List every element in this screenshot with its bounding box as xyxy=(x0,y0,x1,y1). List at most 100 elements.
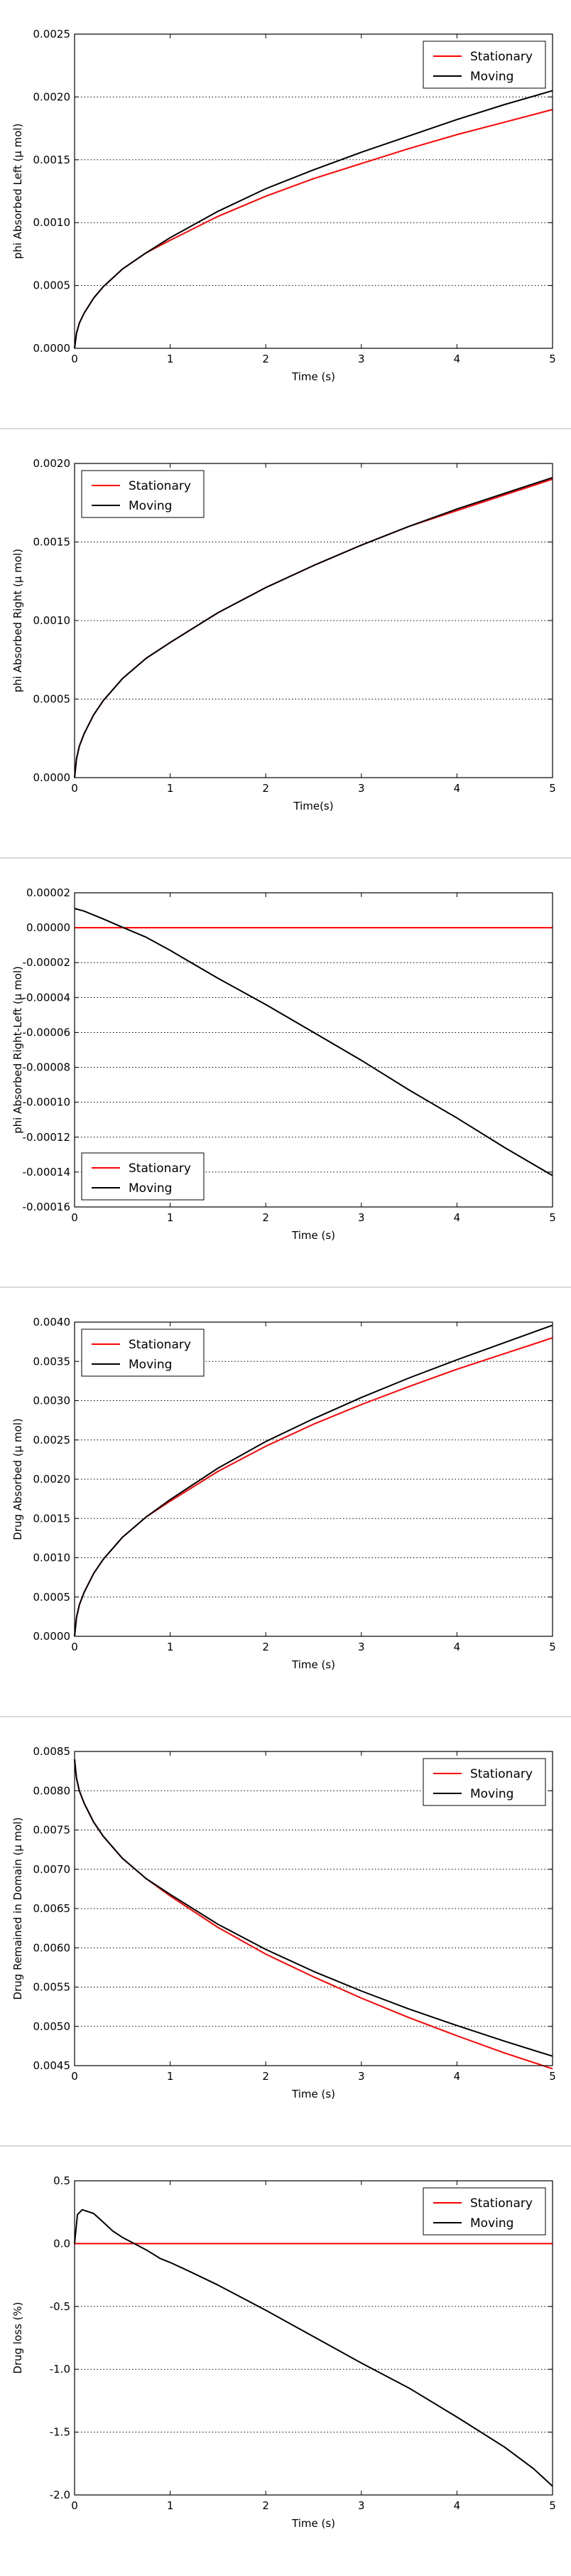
y-tick-label: -0.00006 xyxy=(23,1026,70,1039)
series-line-moving xyxy=(74,1759,553,2057)
series-line-stationary xyxy=(74,1337,553,1637)
line-chart: 0.0000 0.0005 0.0010 0.0015 0.0020 0.0025 0 1 2 3… xyxy=(11,28,556,383)
plot-frame xyxy=(74,33,553,349)
x-tick-label: 5 xyxy=(549,353,556,365)
y-tick-label: -1.0 xyxy=(50,2363,70,2376)
y-tick-label: 0.00002 xyxy=(26,886,70,899)
y-tick-label: 0.0055 xyxy=(33,1981,71,1994)
y-tick-label: 0.0015 xyxy=(33,154,71,166)
legend: Stationary Moving xyxy=(81,470,205,518)
y-tick-label: 0.0020 xyxy=(33,457,71,470)
y-tick-label: 0.0005 xyxy=(33,693,71,706)
y-tick-label: 0.0010 xyxy=(33,614,71,627)
legend-label: Stationary xyxy=(129,1161,191,1176)
y-tick-label: 0.0010 xyxy=(33,216,71,229)
y-axis-label: Drug Remained in Domain (μ mol) xyxy=(11,1818,24,2000)
legend-box xyxy=(81,470,205,518)
y-tick-label: 0.0000 xyxy=(33,342,71,355)
x-tick-label: 0 xyxy=(71,353,78,365)
legend-box xyxy=(423,1758,546,1806)
plot-frame xyxy=(74,463,553,778)
y-tick-label: 0.0040 xyxy=(33,1316,71,1329)
y-tick-label: -2.0 xyxy=(50,2489,70,2501)
x-tick-label: 5 xyxy=(549,1211,556,1224)
plot-frame xyxy=(74,892,553,1208)
legend: Stationary Moving xyxy=(423,41,546,89)
series-line-moving xyxy=(74,90,553,349)
y-tick-label: 0.0085 xyxy=(33,1745,71,1758)
series-line-stationary xyxy=(74,478,553,778)
legend-box xyxy=(423,2187,546,2236)
x-tick-label: 1 xyxy=(167,1641,174,1653)
x-tick-label: 4 xyxy=(454,1641,461,1653)
series-line-moving xyxy=(74,1324,553,1637)
y-axis-label: phi Absorbed Right (μ mol) xyxy=(11,549,24,692)
x-tick-label: 2 xyxy=(262,1641,269,1653)
x-tick-label: 0 xyxy=(71,782,78,795)
y-axis-label: Drug Absorbed (μ mol) xyxy=(11,1418,24,1540)
legend-box xyxy=(423,41,546,89)
line-chart: 0.0000 0.0005 0.0010 0.0015 0.0020 0.0025 0.00… xyxy=(11,1316,556,1671)
y-tick-label: 0.00000 xyxy=(26,921,70,934)
y-tick-label: 0.0020 xyxy=(33,1473,71,1486)
y-tick-label: 0.0060 xyxy=(33,1941,71,1954)
y-tick-label: 0.0050 xyxy=(33,2020,71,2033)
y-tick-label: -0.00010 xyxy=(23,1096,70,1109)
y-tick-label: 0.0080 xyxy=(33,1784,71,1797)
chart-panel-drug-absorbed: 0.0000 0.0005 0.0010 0.0015 0.0020 0.0025 0.00… xyxy=(0,1288,571,1714)
x-tick-label: 1 xyxy=(167,1211,174,1224)
x-axis-label: Time (s) xyxy=(291,370,335,383)
series-line-stationary xyxy=(74,109,553,349)
chart-panel-drug-loss: -2.0 -1.5 -1.0 -0.5 0.0 0.5 0 1 2 3 4 5 Time (s) Drug… xyxy=(0,2147,571,2573)
x-tick-label: 2 xyxy=(262,2499,269,2512)
y-tick-label: 0.0075 xyxy=(33,1824,71,1837)
x-tick-label: 5 xyxy=(549,1641,556,1653)
legend: Stationary Moving xyxy=(81,1152,205,1201)
line-chart: -2.0 -1.5 -1.0 -0.5 0.0 0.5 0 1 2 3 4 5 Time (s) Drug… xyxy=(11,2174,556,2530)
x-axis-label: Time(s) xyxy=(293,800,333,812)
x-tick-label: 3 xyxy=(358,1641,365,1653)
y-tick-label: 0.0000 xyxy=(33,1630,71,1643)
x-axis-label: Time (s) xyxy=(291,1658,335,1671)
legend: Stationary Moving xyxy=(81,1329,205,1377)
legend: Stationary Moving xyxy=(423,1758,546,1806)
y-tick-label: 0.0 xyxy=(53,2237,70,2250)
x-tick-label: 2 xyxy=(262,353,269,365)
series-line-moving xyxy=(74,908,553,1176)
legend-box xyxy=(81,1152,205,1201)
y-tick-label: 0.0045 xyxy=(33,2059,71,2072)
legend-label: Stationary xyxy=(470,50,533,64)
y-tick-label: -0.00016 xyxy=(23,1201,70,1213)
legend-label: Stationary xyxy=(470,1767,533,1781)
chart-panel-drug-remained: 0.0045 0.0050 0.0055 0.0060 0.0065 0.0070 0.00… xyxy=(0,1717,571,2144)
x-tick-label: 0 xyxy=(71,2070,78,2083)
line-chart: 0.0000 0.0005 0.0010 0.0015 0.0020 0 1 2 3 4 5 Time… xyxy=(11,457,556,812)
series-line-moving xyxy=(74,476,553,778)
legend-label: Moving xyxy=(470,1787,513,1801)
x-tick-label: 3 xyxy=(358,2070,365,2083)
line-chart: 0.0045 0.0050 0.0055 0.0060 0.0065 0.0070 0.00… xyxy=(11,1745,556,2100)
x-tick-label: 5 xyxy=(549,2070,556,2083)
y-tick-label: 0.0025 xyxy=(33,1434,71,1447)
legend: Stationary Moving xyxy=(423,2187,546,2236)
y-tick-label: 0.0020 xyxy=(33,90,71,103)
y-tick-label: 0.0065 xyxy=(33,1902,71,1915)
x-tick-label: 4 xyxy=(454,782,461,795)
y-tick-label: 0.0015 xyxy=(33,536,71,549)
legend-label: Moving xyxy=(470,70,513,84)
plot-frame xyxy=(74,1751,553,2066)
y-tick-label: 0.0000 xyxy=(33,771,71,784)
y-tick-label: 0.0035 xyxy=(33,1355,71,1368)
legend-label: Moving xyxy=(129,1181,172,1196)
y-tick-label: -0.00004 xyxy=(23,991,70,1004)
y-tick-label: -0.00012 xyxy=(23,1131,70,1144)
legend-label: Moving xyxy=(129,499,172,513)
x-tick-label: 4 xyxy=(454,1211,461,1224)
plot-frame xyxy=(74,2180,553,2496)
legend-box xyxy=(81,1329,205,1377)
chart-panel-phi-absorbed-difference: -0.00016 -0.00014 -0.00012 -0.00010 -0.00008… xyxy=(0,859,571,1285)
y-tick-label: 0.5 xyxy=(53,2174,70,2187)
x-tick-label: 0 xyxy=(71,1211,78,1224)
x-axis-label: Time (s) xyxy=(291,1229,335,1242)
x-tick-label: 2 xyxy=(262,782,269,795)
